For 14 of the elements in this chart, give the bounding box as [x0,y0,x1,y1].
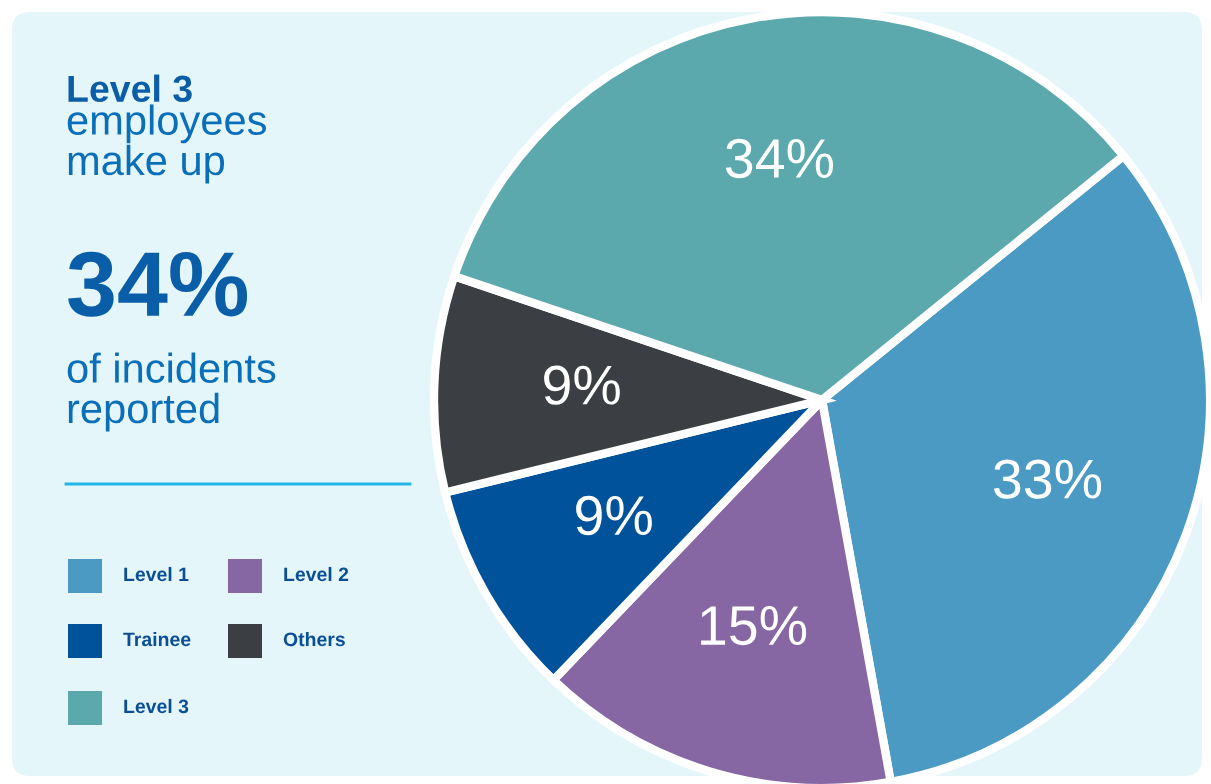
data-label: 9% [544,365,620,405]
text: Level 3 [68,74,192,103]
legend-label: Trainee [123,631,191,647]
data-label: 33% [994,459,1102,499]
data-label: 34% [725,138,834,179]
text: employees make up [67,104,266,184]
data-label: 9% [576,495,652,536]
legend-label: Others [283,631,345,647]
legend-label: Level 1 [124,566,189,582]
data-label: 15% [701,606,807,646]
legend-label: Level 2 [284,566,349,582]
text: 34% [68,251,248,317]
legend-label: Level 3 [124,698,189,714]
text: of incidents reported [67,352,276,432]
